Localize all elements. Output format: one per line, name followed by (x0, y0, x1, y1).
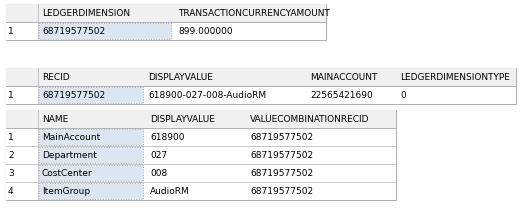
Text: CostCenter: CostCenter (42, 169, 93, 178)
Text: MAINACCOUNT: MAINACCOUNT (310, 73, 377, 82)
Text: 1: 1 (8, 133, 14, 142)
Text: 68719577502: 68719577502 (42, 27, 105, 36)
Bar (6, 68, 516, 104)
Text: 4: 4 (8, 187, 14, 196)
Text: MainAccount: MainAccount (42, 133, 100, 142)
Text: 027: 027 (150, 151, 167, 160)
Text: LEDGERDIMENSION: LEDGERDIMENSION (42, 9, 130, 18)
Text: 2: 2 (8, 151, 14, 160)
Text: VALUECOMBINATIONRECID: VALUECOMBINATIONRECID (250, 115, 369, 124)
Bar (6, 68, 516, 86)
Bar (6, 110, 396, 128)
Text: NAME: NAME (42, 115, 68, 124)
Text: 1: 1 (8, 27, 14, 36)
Text: LEDGERDIMENSIONTYPE: LEDGERDIMENSIONTYPE (400, 73, 510, 82)
Bar (39, 147, 143, 163)
Bar (6, 110, 396, 200)
Text: 618900-027-008-AudioRM: 618900-027-008-AudioRM (148, 91, 266, 100)
Text: ItemGroup: ItemGroup (42, 187, 90, 196)
Text: RECID: RECID (42, 73, 69, 82)
Text: 0: 0 (400, 91, 406, 100)
Bar (39, 23, 171, 39)
Bar (6, 4, 326, 22)
Text: 1: 1 (8, 91, 14, 100)
Bar (6, 146, 396, 164)
Text: 008: 008 (150, 169, 167, 178)
Bar (6, 164, 396, 182)
Text: 68719577502: 68719577502 (42, 91, 105, 100)
Bar (39, 87, 143, 103)
Text: 68719577502: 68719577502 (250, 151, 313, 160)
Text: 68719577502: 68719577502 (250, 187, 313, 196)
Text: Department: Department (42, 151, 97, 160)
Bar (6, 128, 396, 146)
Bar (6, 86, 516, 104)
Text: 68719577502: 68719577502 (250, 169, 313, 178)
Bar (39, 129, 143, 145)
Text: 3: 3 (8, 169, 14, 178)
Text: TRANSACTIONCURRENCYAMOUNT: TRANSACTIONCURRENCYAMOUNT (178, 9, 330, 18)
Text: DISPLAYVALUE: DISPLAYVALUE (148, 73, 213, 82)
Bar (6, 22, 326, 40)
Bar (6, 4, 326, 40)
Text: DISPLAYVALUE: DISPLAYVALUE (150, 115, 215, 124)
Text: 618900: 618900 (150, 133, 184, 142)
Text: AudioRM: AudioRM (150, 187, 190, 196)
Bar (39, 165, 143, 181)
Text: 68719577502: 68719577502 (250, 133, 313, 142)
Text: 22565421690: 22565421690 (310, 91, 373, 100)
Text: 899.000000: 899.000000 (178, 27, 233, 36)
Bar (39, 183, 143, 199)
Bar (6, 182, 396, 200)
